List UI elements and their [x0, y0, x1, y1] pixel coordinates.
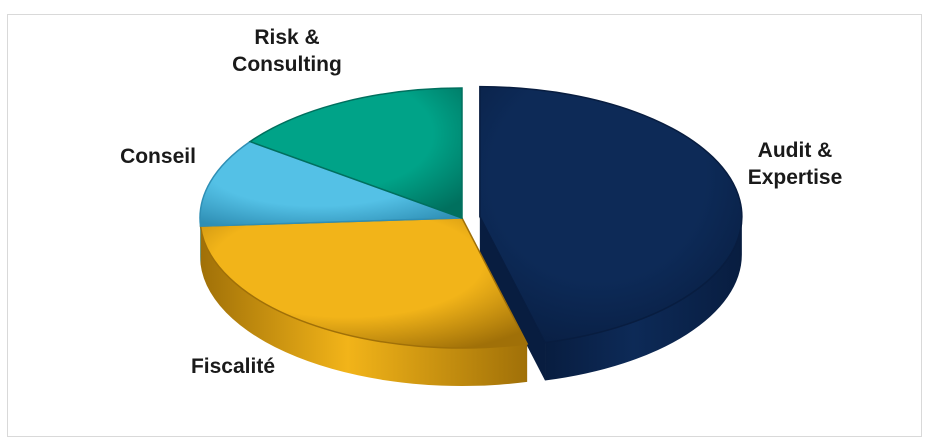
data-label-fiscalit: Fiscalité [191, 355, 275, 378]
pie-side-audit-expertise [545, 216, 742, 381]
data-label-line: Risk & [254, 26, 319, 49]
pie-labels: Audit & Expertise Fiscalité Conseil Risk & Co… [120, 26, 842, 378]
data-label-conseil: Conseil [120, 145, 196, 168]
data-label-line: Consulting [232, 53, 342, 76]
data-label-line: Audit & [758, 139, 833, 162]
pie-tops [199, 85, 743, 349]
pie-side-fiscalit [200, 226, 528, 386]
data-label-line: Expertise [748, 166, 843, 189]
data-label-audit-expertise: Audit & Expertise [748, 139, 843, 189]
data-label-line: Fiscalité [191, 355, 275, 378]
pie-slice-conseil [199, 140, 463, 227]
pie-slice-fiscalit [199, 217, 529, 349]
data-label-risk-consulting: Risk & Consulting [232, 26, 342, 76]
data-label-line: Conseil [120, 145, 196, 168]
pie-cut-face-audit-expertise-1 [479, 216, 546, 381]
pie-slice-risk-consulting [248, 87, 463, 220]
pie-slice-audit-expertise [479, 85, 743, 344]
